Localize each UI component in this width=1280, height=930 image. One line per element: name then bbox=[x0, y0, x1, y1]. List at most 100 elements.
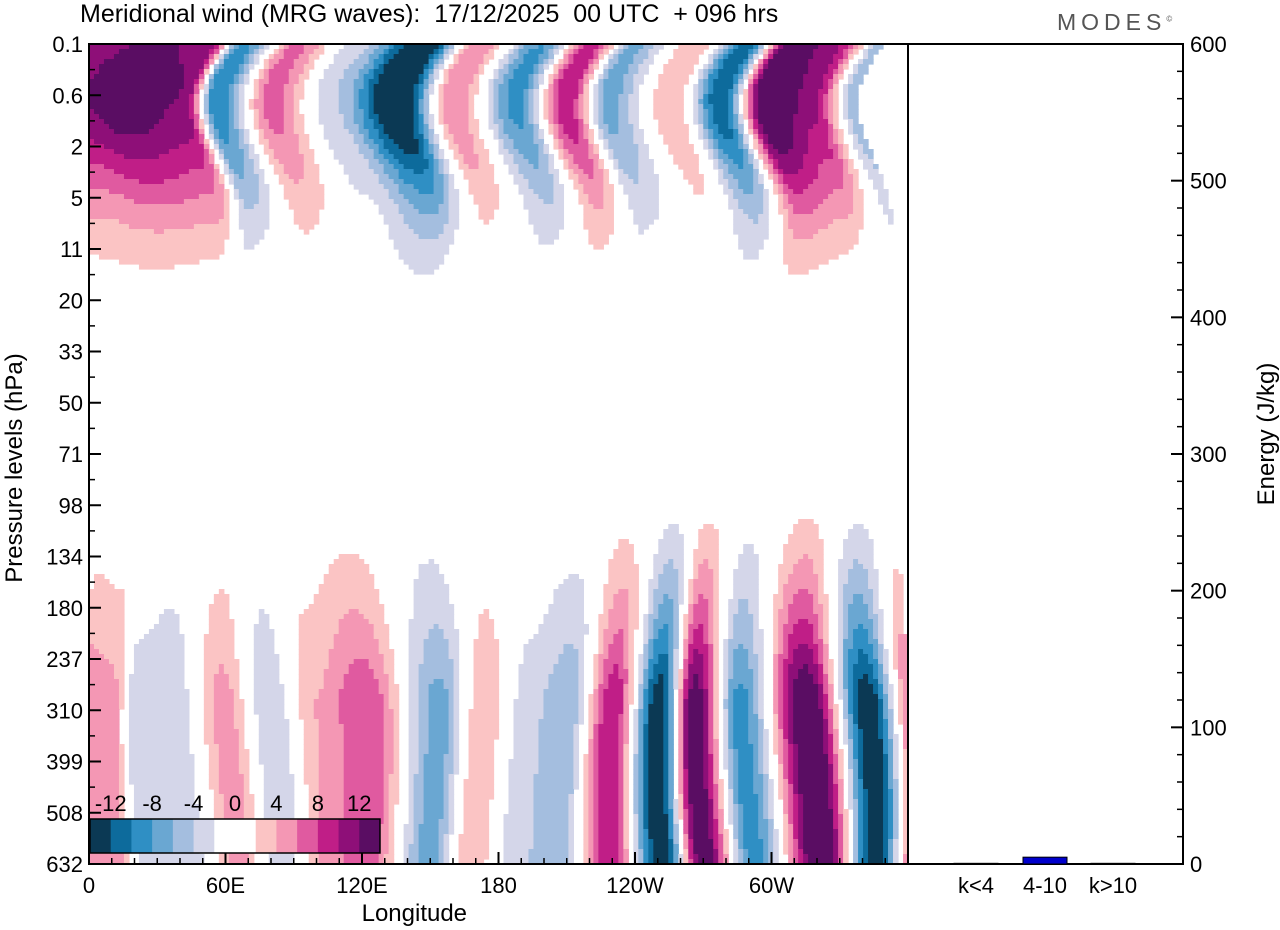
heatmap-cell bbox=[513, 59, 525, 65]
heatmap-cell bbox=[773, 714, 779, 720]
heatmap-cell bbox=[218, 764, 240, 770]
heatmap-cell bbox=[623, 694, 629, 700]
heatmap-cell bbox=[788, 699, 794, 705]
heatmap-cell bbox=[698, 119, 704, 125]
heatmap-cell bbox=[733, 89, 739, 95]
heatmap-cell bbox=[848, 44, 854, 50]
heatmap-cell bbox=[738, 44, 754, 50]
heatmap-cell bbox=[448, 829, 455, 835]
heatmap-cell bbox=[843, 149, 849, 155]
heatmap-cell bbox=[653, 689, 664, 695]
heatmap-cell bbox=[198, 194, 225, 200]
heatmap-cell bbox=[603, 584, 639, 590]
heatmap-cell bbox=[593, 824, 599, 830]
heatmap-cell bbox=[478, 159, 490, 165]
heatmap-cell bbox=[708, 784, 714, 790]
heatmap-cell bbox=[648, 784, 664, 790]
heatmap-cell bbox=[373, 124, 385, 130]
heatmap-cell bbox=[89, 629, 125, 635]
heatmap-cell bbox=[553, 179, 560, 185]
heatmap-cell bbox=[888, 714, 894, 720]
heatmap-cell bbox=[828, 109, 834, 115]
heatmap-cell bbox=[388, 159, 400, 165]
heatmap-cell bbox=[708, 809, 714, 815]
heatmap-cell bbox=[793, 684, 819, 690]
heatmap-cell bbox=[443, 199, 450, 205]
heatmap-cell bbox=[588, 794, 594, 800]
heatmap-cell bbox=[213, 44, 220, 50]
heatmap-cell bbox=[893, 804, 899, 810]
heatmap-cell bbox=[633, 209, 659, 215]
heatmap-cell bbox=[89, 64, 100, 70]
heatmap-cell bbox=[713, 614, 719, 620]
heatmap-cell bbox=[548, 104, 555, 110]
heatmap-cell bbox=[873, 664, 879, 670]
heatmap-cell bbox=[743, 644, 754, 650]
heatmap-cell bbox=[683, 644, 689, 650]
heatmap-cell bbox=[708, 134, 714, 140]
heatmap-cell bbox=[783, 239, 859, 245]
heatmap-cell bbox=[753, 144, 759, 150]
heatmap-cell bbox=[823, 664, 829, 670]
heatmap-cell bbox=[828, 69, 834, 75]
heatmap-cell bbox=[843, 594, 854, 600]
heatmap-cell bbox=[728, 644, 739, 650]
heatmap-cell bbox=[618, 669, 629, 675]
heatmap-cell bbox=[858, 839, 864, 845]
heatmap-cell bbox=[708, 739, 714, 745]
heatmap-cell bbox=[773, 654, 779, 660]
heatmap-cell bbox=[433, 189, 445, 195]
heatmap-cell bbox=[89, 634, 125, 640]
heatmap-cell bbox=[108, 124, 155, 130]
heatmap-cell bbox=[678, 589, 684, 595]
heatmap-cell bbox=[868, 634, 874, 640]
heatmap-cell bbox=[823, 714, 829, 720]
heatmap-cell bbox=[498, 129, 505, 135]
heatmap-cell bbox=[738, 134, 744, 140]
heatmap-cell bbox=[723, 834, 729, 840]
heatmap-cell bbox=[713, 739, 719, 745]
heatmap-cell bbox=[128, 769, 195, 775]
heatmap-cell bbox=[608, 579, 639, 585]
heatmap-cell bbox=[833, 139, 839, 145]
heatmap-cell bbox=[423, 94, 430, 100]
heatmap-cell bbox=[378, 149, 390, 155]
heatmap-cell bbox=[183, 84, 195, 90]
heatmap-cell bbox=[218, 669, 225, 675]
heatmap-cell bbox=[598, 634, 604, 640]
heatmap-cell bbox=[658, 549, 684, 555]
heatmap-cell bbox=[803, 839, 834, 845]
heatmap-cell bbox=[843, 704, 849, 710]
heatmap-cell bbox=[783, 719, 789, 725]
heatmap-cell bbox=[593, 844, 599, 850]
heatmap-cell bbox=[648, 824, 669, 830]
heatmap-cell bbox=[643, 659, 649, 665]
heatmap-cell bbox=[588, 234, 609, 240]
heatmap-cell bbox=[783, 754, 789, 760]
heatmap-cell bbox=[633, 129, 644, 135]
heatmap-cell bbox=[653, 619, 674, 625]
heatmap-cell bbox=[263, 129, 275, 135]
heatmap-cell bbox=[388, 49, 400, 55]
heatmap-cell bbox=[208, 99, 230, 105]
heatmap-cell bbox=[623, 739, 629, 745]
heatmap-cell bbox=[883, 669, 889, 675]
heatmap-cell bbox=[588, 744, 594, 750]
heatmap-cell bbox=[808, 139, 829, 145]
heatmap-cell bbox=[778, 709, 784, 715]
heatmap-cell bbox=[903, 709, 908, 715]
heatmap-cell bbox=[98, 69, 185, 75]
heatmap-cell bbox=[568, 844, 574, 850]
heatmap-cell bbox=[673, 684, 679, 690]
heatmap-cell bbox=[368, 104, 375, 110]
heatmap-cell bbox=[683, 809, 689, 815]
heatmap-cell bbox=[623, 829, 629, 835]
heatmap-cell bbox=[848, 579, 869, 585]
heatmap-cell bbox=[213, 599, 230, 605]
heatmap-cell bbox=[868, 44, 874, 50]
heatmap-cell bbox=[443, 814, 450, 820]
heatmap-cell bbox=[683, 704, 689, 710]
heatmap-cell bbox=[853, 209, 864, 215]
heatmap-cell bbox=[618, 674, 629, 680]
heatmap-cell bbox=[833, 829, 839, 835]
